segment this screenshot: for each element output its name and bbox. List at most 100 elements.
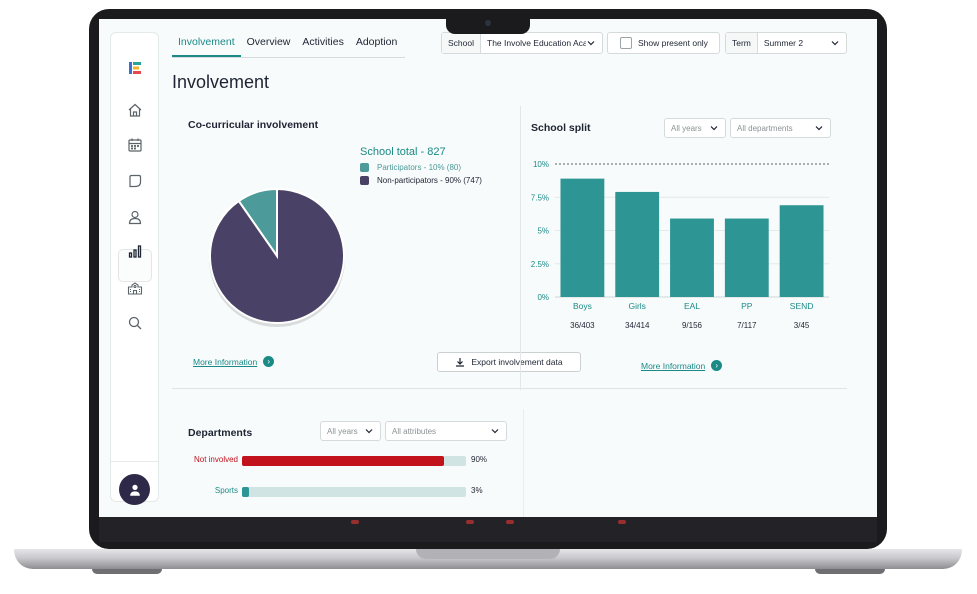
pie-slice-non-participants: [209, 187, 345, 324]
bar-count-label: 36/403: [570, 321, 595, 330]
logo-icon[interactable]: [125, 58, 145, 78]
departments-card: Departments All years All attributes Not…: [172, 409, 524, 517]
department-label: Sports: [214, 486, 238, 495]
school-split-bar-chart: 0% 2.5% 5% 7.5% 10% Boys 36/403 Girls 34/414 EAL 9…: [531, 160, 829, 330]
term-select-value: Summer 2: [763, 38, 804, 48]
home-icon[interactable]: [125, 100, 145, 120]
bar-chart-icon[interactable]: [125, 241, 145, 261]
laptop-base: [14, 549, 962, 569]
department-row: Not involved 90%: [172, 454, 524, 468]
departments-attributes-select[interactable]: All attributes: [385, 421, 507, 441]
section-divider: [172, 388, 847, 389]
dock-indicator: [466, 520, 474, 524]
x-tick-label: EAL: [684, 301, 700, 311]
download-icon: [456, 358, 465, 367]
camera-icon: [485, 20, 491, 26]
school-select-value: The Involve Education Academy: [487, 38, 586, 48]
departments-years-value: All years: [327, 426, 358, 436]
screen-bottom-strip: [99, 517, 877, 542]
department-progress-fill: [242, 487, 249, 497]
legend-non-participants: Non-participators - 90% (747): [360, 176, 482, 185]
legend-participants: Participators - 10% (80): [360, 163, 461, 172]
department-progress-track: [242, 487, 466, 497]
term-select[interactable]: Term Summer 2: [725, 32, 847, 54]
department-progress-fill: [242, 456, 444, 466]
school-select-label: School: [442, 33, 481, 53]
chevron-down-icon: [365, 429, 373, 434]
dock-indicator: [618, 520, 626, 524]
school-select[interactable]: School The Involve Education Academy: [441, 32, 603, 54]
calendar-icon[interactable]: [125, 135, 145, 155]
legend-non-participants-label: Non-participators - 90% (747): [377, 176, 482, 185]
chevron-down-icon: [710, 126, 718, 131]
export-involvement-button[interactable]: Export involvement data: [437, 352, 581, 372]
department-label: Not involved: [193, 455, 238, 464]
school-total-label: School total - 827: [360, 146, 446, 158]
export-involvement-label: Export involvement data: [471, 357, 563, 367]
school-building-icon[interactable]: [125, 278, 145, 298]
x-tick-label: Boys: [573, 301, 592, 311]
person-icon[interactable]: [125, 207, 145, 227]
departments-attributes-value: All attributes: [392, 426, 437, 436]
term-select-label: Term: [726, 33, 758, 53]
x-tick-label: Girls: [628, 301, 645, 311]
departments-title: Departments: [188, 427, 253, 439]
page-title: Involvement: [172, 72, 270, 92]
tab-overview[interactable]: Overview: [246, 36, 291, 48]
departments-years-select[interactable]: All years: [320, 421, 381, 441]
legend-participants-label: Participators - 10% (80): [377, 163, 462, 172]
more-information-label: More Information: [193, 356, 258, 367]
involvement-pie-chart: [209, 187, 345, 327]
more-information-link[interactable]: More Information ›: [193, 356, 275, 367]
school-split-years-select[interactable]: All years: [664, 118, 726, 138]
y-tick-label: 7.5%: [531, 193, 549, 202]
bar-count-label: 3/45: [794, 321, 810, 330]
bar-boys: [560, 178, 605, 297]
x-tick-label: SEND: [790, 301, 814, 311]
laptop-base-notch: [416, 549, 560, 559]
tab-involvement[interactable]: Involvement: [172, 32, 241, 57]
arrow-right-circle-icon: ›: [711, 360, 723, 371]
legend-swatch-non-participants: [360, 176, 369, 185]
section-tabs: Involvement Overview Activities Adoption: [172, 32, 406, 58]
co-curricular-card: Co-curricular involvement School total -…: [172, 106, 581, 390]
school-split-more-information-label: More Information: [641, 360, 706, 371]
department-percent: 3%: [471, 486, 483, 495]
legend-swatch-participants: [360, 163, 369, 172]
x-tick-label: PP: [741, 301, 753, 311]
bar-girls: [615, 191, 660, 297]
department-progress-track: [242, 456, 466, 466]
bar-eal: [670, 218, 714, 297]
y-tick-label: 0%: [537, 293, 549, 302]
school-split-departments-value: All departments: [737, 123, 793, 133]
present-only-checkbox[interactable]: [620, 37, 632, 49]
laptop-foot: [815, 569, 885, 574]
bar-count-label: 7/117: [737, 321, 757, 330]
school-split-years-value: All years: [671, 123, 702, 133]
dock-indicator: [351, 520, 359, 524]
present-only-label: Show present only: [638, 38, 708, 48]
y-tick-label: 2.5%: [531, 260, 549, 269]
y-tick-label: 10%: [533, 160, 549, 169]
bar-pp: [724, 218, 769, 297]
co-curricular-title: Co-curricular involvement: [188, 119, 319, 131]
school-split-title: School split: [531, 122, 591, 134]
chevron-down-icon: [815, 126, 823, 131]
sidebar-nav: [110, 32, 159, 505]
tab-activities[interactable]: Activities: [302, 36, 344, 48]
present-only-toggle[interactable]: Show present only: [607, 32, 720, 54]
bar-count-label: 9/156: [682, 321, 703, 330]
user-avatar[interactable]: [119, 474, 150, 505]
tab-adoption[interactable]: Adoption: [355, 36, 398, 48]
department-row: Sports 3%: [172, 485, 524, 499]
chevron-down-icon: [831, 41, 839, 46]
school-split-card: School split All years All departments 0…: [520, 106, 847, 390]
chat-bubble-icon[interactable]: [125, 171, 145, 191]
chevron-down-icon: [587, 41, 595, 46]
app-screen: Involvement Overview Activities Adoption…: [99, 19, 877, 517]
y-tick-label: 5%: [537, 227, 549, 236]
search-icon[interactable]: [125, 313, 145, 333]
school-split-more-information-link[interactable]: More Information ›: [641, 360, 723, 371]
bar-send: [779, 205, 824, 297]
school-split-departments-select[interactable]: All departments: [730, 118, 831, 138]
